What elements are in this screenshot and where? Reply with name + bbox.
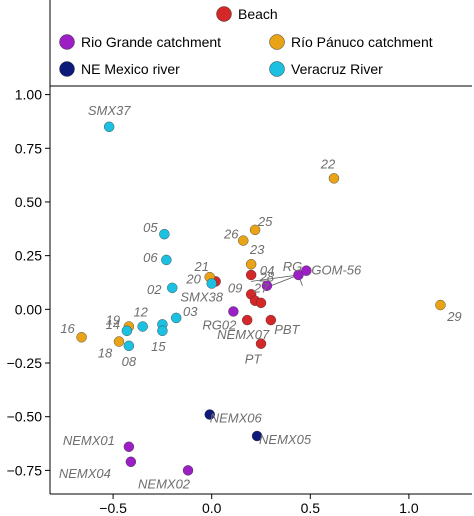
point-label: 29 <box>446 309 461 324</box>
point-label: 18 <box>98 346 113 361</box>
leader-line <box>251 274 299 282</box>
legend-label: Veracruz River <box>291 61 383 77</box>
data-point <box>137 321 148 332</box>
x-tick-label: 1.0 <box>399 500 419 516</box>
point-label: 04 <box>260 263 274 278</box>
legend-marker <box>59 34 75 50</box>
data-point <box>171 312 182 324</box>
y-tick-label: 0.00 <box>15 301 42 317</box>
point-label: SMX37 <box>88 103 131 118</box>
data-point <box>204 409 215 420</box>
y-tick-label: 0.25 <box>15 248 42 264</box>
legend-label: NE Mexico river <box>81 61 180 77</box>
y-tick-label: 0.75 <box>15 140 42 156</box>
point-labels: 20 04 09 27 NEMX07 PBT PT 28 RG GOM-56 RG02 NEMX01 N… <box>59 103 462 492</box>
point-label: 09 <box>228 280 242 295</box>
point-label: 21 <box>193 259 208 274</box>
data-points <box>76 121 446 476</box>
data-point <box>251 430 263 442</box>
point-label: RG <box>283 259 303 274</box>
point-label: 15 <box>151 339 166 354</box>
legend-label: Rio Grande catchment <box>81 34 221 50</box>
legend: Beach Rio Grande catchment Río Pánuco catc… <box>59 6 433 77</box>
data-point <box>301 265 312 276</box>
data-point <box>261 280 273 291</box>
data-point <box>228 306 239 317</box>
point-label: 22 <box>320 156 336 171</box>
legend-marker <box>59 61 75 77</box>
point-label: 05 <box>143 220 158 235</box>
data-point <box>167 282 178 294</box>
data-point <box>113 336 125 347</box>
y-tick-label: 0.50 <box>15 194 42 210</box>
point-label: 25 <box>257 214 273 229</box>
data-point <box>249 224 261 236</box>
point-label: 16 <box>60 321 75 336</box>
point-label: 28 <box>259 270 275 285</box>
x-tick-label: −0.5 <box>99 500 127 516</box>
data-point <box>265 314 277 326</box>
x-tick-label: 0.5 <box>301 500 321 516</box>
data-point <box>328 173 340 184</box>
data-point <box>123 340 135 352</box>
y-tick-label: 1.00 <box>15 87 42 103</box>
data-point <box>206 278 217 289</box>
point-label: 08 <box>122 354 137 369</box>
legend-label: Río Pánuco catchment <box>291 34 433 50</box>
data-point <box>159 228 170 240</box>
point-label: 06 <box>143 250 158 265</box>
data-point <box>161 254 172 266</box>
point-label: PT <box>245 352 263 367</box>
data-point <box>76 332 87 343</box>
data-point <box>182 465 194 476</box>
point-label: NEMX06 <box>210 411 263 426</box>
point-label: 14 <box>106 317 120 332</box>
point-label: 12 <box>133 305 148 320</box>
axis-ticks: −0.5 0.0 0.5 1.0 1.00 0.75 0.50 0.25 0.00 −0.25 −0… <box>7 87 419 516</box>
data-point <box>241 314 253 326</box>
data-point <box>245 269 257 281</box>
data-point <box>255 297 267 309</box>
point-label: NEMX01 <box>63 433 115 448</box>
data-point <box>238 235 249 246</box>
point-label: NEMX05 <box>259 432 312 447</box>
legend-marker <box>269 61 285 77</box>
point-label: 23 <box>249 242 265 257</box>
y-tick-label: −0.75 <box>7 462 43 478</box>
data-point <box>245 259 257 270</box>
point-label: 20 <box>185 271 201 286</box>
x-tick-label: 0.0 <box>202 500 222 516</box>
axes <box>49 0 472 495</box>
point-label: 27 <box>253 281 269 296</box>
point-label: NEMX04 <box>59 466 111 481</box>
data-point <box>103 121 115 133</box>
y-tick-label: −0.25 <box>7 355 43 371</box>
data-point <box>157 325 168 336</box>
legend-marker <box>269 34 285 50</box>
point-label: NEMX02 <box>138 476 191 491</box>
point-label: SMX38 <box>180 290 223 305</box>
point-label: RG02 <box>202 317 237 332</box>
point-label: NEMX07 <box>217 327 270 342</box>
point-label: 26 <box>223 227 239 242</box>
data-point <box>123 441 135 452</box>
data-point <box>255 338 267 349</box>
point-label: 03 <box>183 304 198 319</box>
point-label: PBT <box>274 322 300 337</box>
legend-label: Beach <box>238 6 278 22</box>
point-label: GOM-56 <box>311 263 362 278</box>
data-point <box>125 456 137 467</box>
legend-marker <box>216 6 232 22</box>
data-point <box>435 299 446 311</box>
y-tick-label: −0.50 <box>7 409 43 425</box>
point-label: 02 <box>147 282 162 297</box>
point-label: 19 <box>106 313 120 328</box>
data-point <box>121 325 133 336</box>
